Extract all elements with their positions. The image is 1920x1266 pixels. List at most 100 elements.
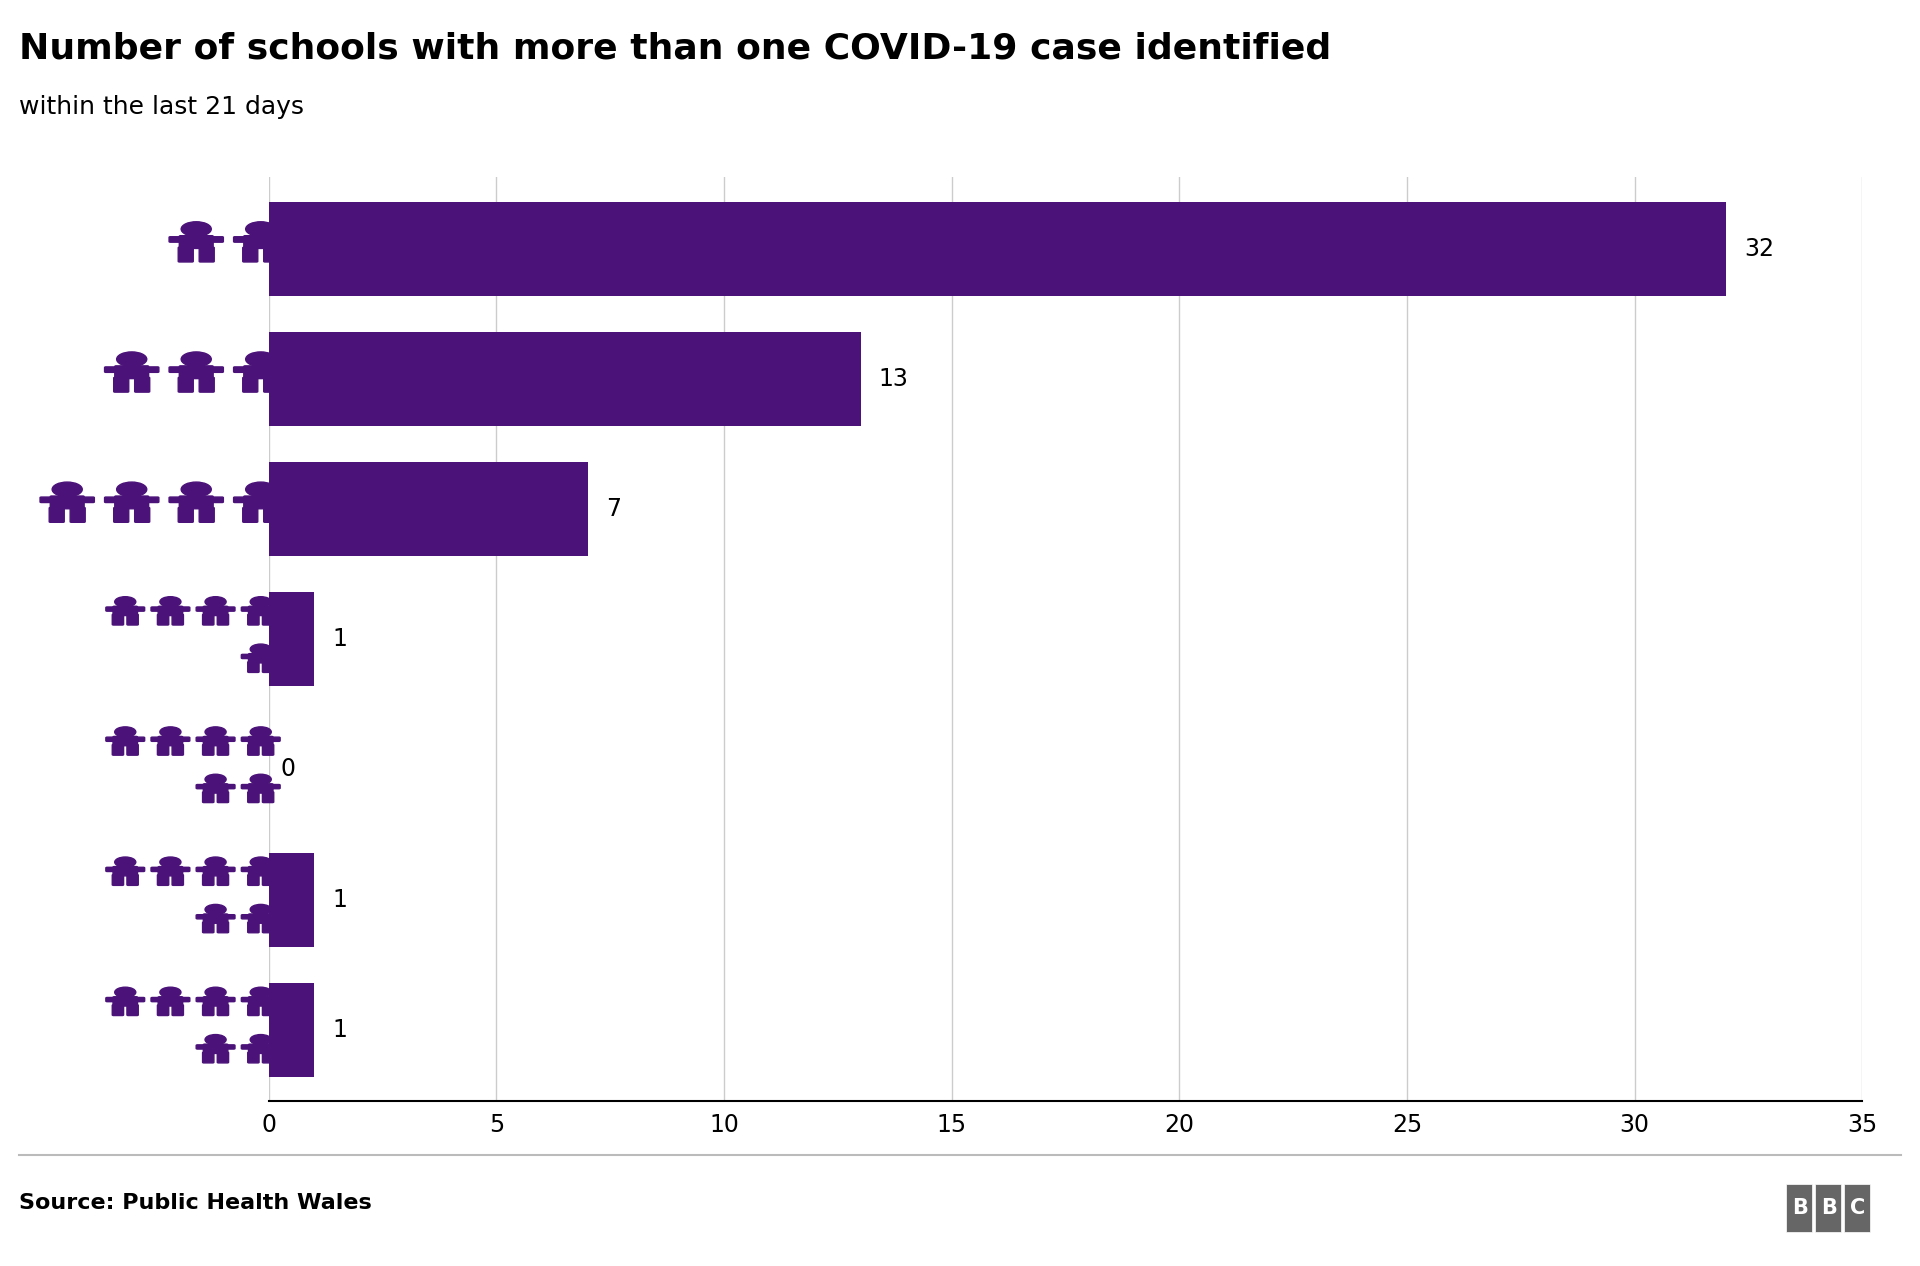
FancyBboxPatch shape [204,784,228,793]
FancyBboxPatch shape [179,366,213,379]
FancyBboxPatch shape [248,914,273,923]
Circle shape [250,775,271,785]
Circle shape [205,1034,227,1044]
FancyBboxPatch shape [113,377,129,392]
FancyBboxPatch shape [248,662,259,672]
FancyBboxPatch shape [173,875,184,885]
FancyBboxPatch shape [242,998,280,1001]
FancyBboxPatch shape [106,998,144,1001]
Bar [269,462,588,556]
FancyBboxPatch shape [204,1044,228,1053]
Circle shape [205,857,227,867]
Circle shape [250,857,271,867]
FancyBboxPatch shape [242,377,257,392]
FancyBboxPatch shape [173,614,184,625]
FancyBboxPatch shape [104,367,159,372]
FancyBboxPatch shape [1843,1184,1870,1232]
FancyBboxPatch shape [106,737,144,742]
FancyBboxPatch shape [113,996,138,1006]
FancyBboxPatch shape [1814,1184,1841,1232]
FancyBboxPatch shape [204,914,228,923]
FancyBboxPatch shape [248,922,259,933]
FancyBboxPatch shape [242,655,280,658]
Circle shape [180,482,211,496]
Circle shape [115,857,136,867]
FancyBboxPatch shape [179,247,194,262]
FancyBboxPatch shape [71,508,84,523]
FancyBboxPatch shape [248,996,273,1006]
FancyBboxPatch shape [157,744,169,756]
Text: Source: Public Health Wales: Source: Public Health Wales [19,1193,372,1213]
Circle shape [250,727,271,737]
Circle shape [246,352,276,366]
FancyBboxPatch shape [200,508,215,523]
FancyBboxPatch shape [115,496,148,509]
FancyBboxPatch shape [263,247,278,262]
FancyBboxPatch shape [157,866,182,876]
FancyBboxPatch shape [248,653,273,663]
FancyBboxPatch shape [157,737,182,746]
FancyBboxPatch shape [40,498,94,503]
FancyBboxPatch shape [242,785,280,789]
FancyBboxPatch shape [248,614,259,625]
FancyBboxPatch shape [217,922,228,933]
Circle shape [250,596,271,606]
FancyBboxPatch shape [248,744,259,756]
FancyBboxPatch shape [217,791,228,803]
FancyBboxPatch shape [263,875,275,885]
FancyBboxPatch shape [263,662,275,672]
FancyBboxPatch shape [104,498,159,503]
FancyBboxPatch shape [248,791,259,803]
FancyBboxPatch shape [248,784,273,793]
Circle shape [205,727,227,737]
Circle shape [159,727,180,737]
FancyBboxPatch shape [152,737,190,742]
FancyBboxPatch shape [152,867,190,871]
FancyBboxPatch shape [179,377,194,392]
Circle shape [180,352,211,366]
FancyBboxPatch shape [157,614,169,625]
Circle shape [250,1034,271,1044]
FancyBboxPatch shape [113,737,138,746]
Circle shape [159,987,180,998]
FancyBboxPatch shape [196,785,234,789]
Text: C: C [1851,1198,1864,1218]
FancyBboxPatch shape [263,744,275,756]
FancyBboxPatch shape [134,508,150,523]
Bar [269,203,1726,296]
FancyBboxPatch shape [106,867,144,871]
FancyBboxPatch shape [204,614,213,625]
FancyBboxPatch shape [217,744,228,756]
FancyBboxPatch shape [179,496,213,509]
Text: 1: 1 [332,887,348,912]
FancyBboxPatch shape [248,1052,259,1063]
FancyBboxPatch shape [242,914,280,919]
FancyBboxPatch shape [263,791,275,803]
FancyBboxPatch shape [50,508,63,523]
FancyBboxPatch shape [234,237,288,242]
FancyBboxPatch shape [234,498,288,503]
Circle shape [117,482,146,496]
FancyBboxPatch shape [196,914,234,919]
FancyBboxPatch shape [242,1044,280,1050]
FancyBboxPatch shape [200,377,215,392]
Circle shape [205,987,227,998]
FancyBboxPatch shape [204,875,213,885]
FancyBboxPatch shape [179,235,213,248]
Circle shape [205,775,227,785]
FancyBboxPatch shape [248,737,273,746]
FancyBboxPatch shape [204,737,228,746]
Circle shape [52,482,83,496]
FancyBboxPatch shape [157,606,182,615]
Circle shape [250,644,271,655]
FancyBboxPatch shape [157,1005,169,1015]
FancyBboxPatch shape [248,875,259,885]
FancyBboxPatch shape [248,606,273,615]
FancyBboxPatch shape [169,367,223,372]
Circle shape [205,596,227,606]
Text: 32: 32 [1743,237,1774,261]
FancyBboxPatch shape [127,614,138,625]
Text: within the last 21 days: within the last 21 days [19,95,303,119]
Text: 0: 0 [280,757,296,781]
Circle shape [246,482,276,496]
